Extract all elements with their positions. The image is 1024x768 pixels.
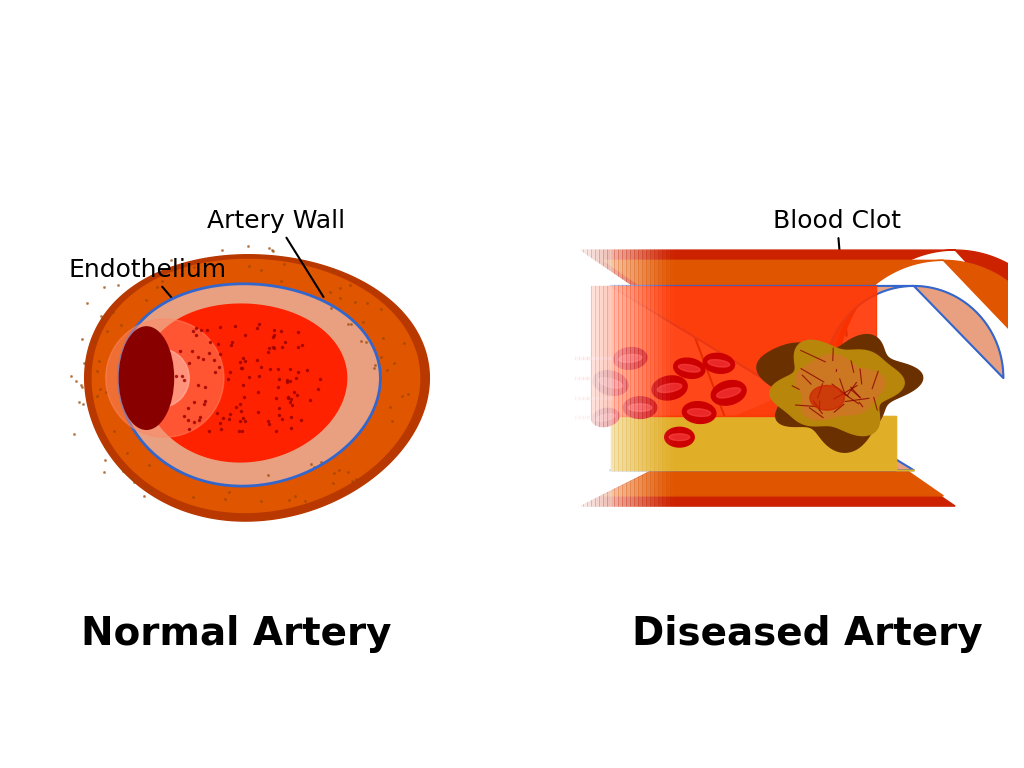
Bar: [600, 231, 605, 525]
Bar: [592, 231, 598, 525]
Bar: [643, 231, 649, 525]
Ellipse shape: [618, 355, 642, 362]
Bar: [667, 231, 673, 525]
Bar: [651, 231, 656, 525]
Ellipse shape: [669, 434, 690, 441]
Text: Artery Wall: Artery Wall: [207, 209, 345, 297]
Ellipse shape: [687, 409, 711, 416]
Bar: [654, 231, 660, 525]
Ellipse shape: [682, 402, 716, 423]
Bar: [596, 231, 602, 525]
Bar: [588, 231, 594, 525]
Bar: [639, 231, 645, 525]
Polygon shape: [581, 250, 1024, 506]
Text: Plaque: Plaque: [628, 258, 728, 425]
Bar: [577, 231, 582, 525]
Ellipse shape: [717, 388, 740, 398]
Bar: [580, 231, 586, 525]
Ellipse shape: [624, 397, 656, 419]
Text: Normal Artery: Normal Artery: [81, 615, 391, 653]
Bar: [603, 231, 609, 525]
Text: Diseased Artery: Diseased Artery: [632, 615, 983, 653]
Bar: [560, 231, 566, 525]
Bar: [572, 231, 578, 525]
Bar: [663, 231, 669, 525]
Bar: [564, 231, 570, 525]
Ellipse shape: [120, 327, 173, 429]
Ellipse shape: [712, 381, 746, 406]
Bar: [631, 231, 637, 525]
Ellipse shape: [665, 427, 694, 447]
Bar: [658, 231, 665, 525]
Bar: [647, 231, 653, 525]
Ellipse shape: [810, 386, 845, 410]
Ellipse shape: [593, 371, 628, 396]
Bar: [620, 231, 626, 525]
Ellipse shape: [592, 409, 620, 426]
Polygon shape: [92, 260, 420, 512]
Bar: [568, 231, 574, 525]
Bar: [628, 231, 633, 525]
Bar: [611, 231, 617, 525]
Bar: [624, 231, 629, 525]
Bar: [607, 231, 613, 525]
Ellipse shape: [679, 364, 700, 372]
Ellipse shape: [652, 376, 687, 400]
Circle shape: [105, 319, 224, 437]
Bar: [584, 231, 590, 525]
Ellipse shape: [703, 353, 734, 373]
Bar: [615, 231, 622, 525]
Text: Blood Clot: Blood Clot: [773, 209, 901, 336]
Polygon shape: [610, 416, 913, 470]
Ellipse shape: [598, 378, 623, 388]
Ellipse shape: [708, 359, 730, 367]
Polygon shape: [142, 304, 347, 462]
Ellipse shape: [613, 347, 647, 369]
Ellipse shape: [596, 414, 615, 421]
Polygon shape: [85, 255, 429, 521]
Bar: [556, 231, 562, 525]
Circle shape: [130, 349, 189, 408]
Ellipse shape: [657, 383, 682, 392]
Polygon shape: [610, 286, 1004, 470]
Bar: [635, 231, 641, 525]
Text: Endothelium: Endothelium: [69, 258, 226, 336]
Polygon shape: [770, 340, 904, 435]
Ellipse shape: [629, 404, 651, 412]
Polygon shape: [610, 416, 913, 470]
Polygon shape: [603, 260, 1024, 496]
Polygon shape: [796, 354, 885, 420]
Polygon shape: [757, 335, 923, 452]
Bar: [671, 231, 677, 525]
Ellipse shape: [674, 358, 705, 379]
Polygon shape: [119, 284, 380, 486]
